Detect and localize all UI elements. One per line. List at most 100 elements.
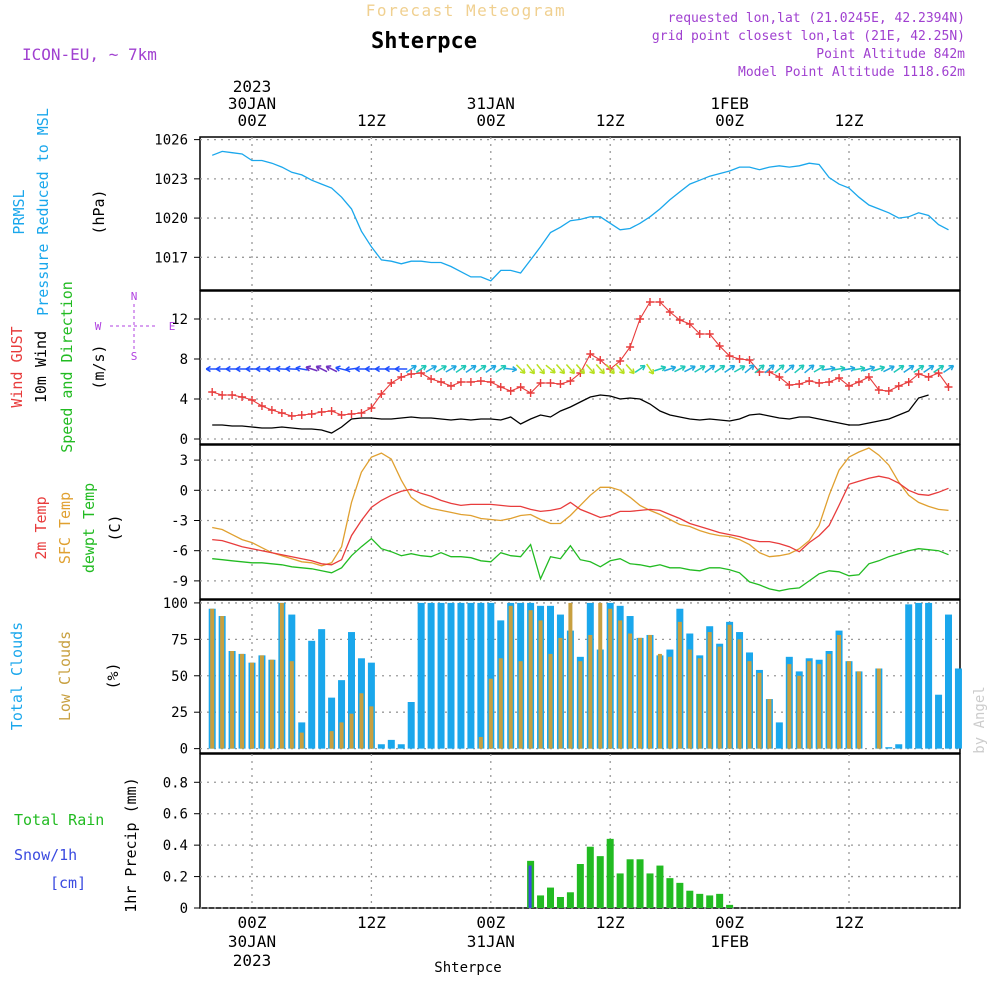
- wind-arrow: [754, 364, 765, 374]
- low-cloud-bar: [359, 693, 364, 749]
- wind-gust-marker: [257, 402, 266, 410]
- wind-gust-marker: [238, 393, 247, 401]
- wind-arrow-head: [759, 364, 765, 371]
- wind-gust-marker: [646, 298, 654, 306]
- wind-arrow-head: [500, 364, 507, 371]
- wind-arrow-head: [374, 365, 381, 373]
- wind-arrow-head: [470, 364, 477, 371]
- wind-arrow-shaft: [823, 367, 836, 371]
- wind-arrow-shaft: [435, 365, 447, 373]
- wind-arrow-head: [295, 365, 301, 372]
- low-cloud-bar: [837, 634, 842, 749]
- wind-arrow: [515, 364, 526, 374]
- wind-arrow: [883, 365, 895, 373]
- compass-e: E: [169, 320, 176, 333]
- wind-arrow: [575, 364, 586, 375]
- low-cloud-bar: [259, 655, 264, 749]
- wind-arrow-head: [365, 365, 371, 373]
- pressure-ytick-label: 1026: [154, 133, 188, 149]
- wind-arrow: [435, 365, 447, 373]
- wind-arrow-shaft: [465, 365, 477, 373]
- temp-ytick-label: 3: [180, 453, 188, 469]
- wind-arrow: [774, 364, 785, 374]
- wind-ytick-label: 4: [180, 392, 188, 408]
- wind-gust-marker: [506, 387, 515, 395]
- total-cloud-bar: [895, 744, 903, 749]
- low-cloud-bar: [598, 602, 603, 749]
- pressure-ytick-label: 1023: [154, 172, 188, 188]
- wind-arrow-head: [225, 365, 231, 373]
- total-cloud-bar: [417, 602, 425, 749]
- wind-arrow: [634, 364, 646, 373]
- wind-arrow: [295, 365, 308, 372]
- wind-arrow-shaft: [405, 365, 417, 373]
- wind-arrow-head: [660, 365, 667, 372]
- watermark: by Angel: [972, 686, 988, 753]
- wind-arrow-head: [680, 365, 686, 371]
- wind-arrow-shaft: [605, 364, 615, 374]
- wind-arrow-shaft: [804, 364, 815, 374]
- time-label-bottom: 12Z: [596, 913, 625, 932]
- panel-label: 2m Temp: [32, 496, 50, 559]
- compass-w: W: [95, 320, 102, 333]
- wind-arrow: [893, 364, 905, 373]
- wind-gust-marker: [466, 378, 475, 386]
- wind-arrow-head: [394, 365, 400, 373]
- wind-gust-marker: [486, 378, 495, 386]
- rain-bar: [666, 878, 674, 908]
- wind-gust-marker: [397, 373, 406, 381]
- total-cloud-bar: [318, 629, 326, 749]
- wind-arrow-shaft: [852, 367, 865, 371]
- panel-label: Speed and Direction: [58, 281, 76, 453]
- wind-arrow-head: [451, 365, 457, 371]
- wind-arrow-shaft: [536, 363, 545, 375]
- wind-arrow-head: [205, 365, 211, 373]
- wind-arrow: [625, 364, 635, 375]
- low-cloud-bar: [608, 608, 613, 749]
- wind-arrow-head: [729, 364, 736, 371]
- wind-arrow-shaft: [315, 365, 328, 373]
- wind-arrow-head: [869, 365, 876, 372]
- wind-gust-marker: [735, 355, 744, 363]
- wind-arrow: [923, 364, 935, 373]
- wind-arrow-shaft: [445, 365, 457, 373]
- rain-bar: [676, 882, 684, 908]
- precip-ytick-label: 0.6: [163, 807, 188, 823]
- wind-gust-marker: [705, 330, 714, 338]
- wind-arrow: [724, 364, 736, 373]
- wind-arrow-head: [908, 364, 915, 371]
- wind-arrow: [495, 364, 507, 373]
- wind-arrow-head: [819, 365, 826, 371]
- wind-arrow: [646, 363, 655, 375]
- pressure-ytick-label: 1020: [154, 211, 188, 227]
- time-label-bottom: 00Z: [476, 913, 505, 932]
- wind-arrow-shaft: [663, 366, 676, 372]
- wind-gust-marker: [665, 308, 674, 316]
- wind-gust-marker: [387, 379, 396, 387]
- wind-arrow-shaft: [674, 365, 686, 373]
- low-cloud-bar: [289, 661, 294, 749]
- wind-ytick-label: 0: [180, 432, 188, 448]
- low-cloud-bar: [230, 651, 235, 749]
- wind-arrow-shaft: [325, 365, 338, 373]
- panel-label: 10m Wind: [32, 331, 50, 403]
- rain-bar: [586, 846, 594, 908]
- wind-arrow: [605, 364, 615, 375]
- wind-arrow: [813, 365, 826, 373]
- total-cloud-bar: [447, 602, 455, 749]
- total-cloud-bar: [437, 602, 445, 749]
- wind-arrow-head: [384, 365, 390, 373]
- rain-bar: [696, 893, 704, 908]
- total-cloud-bar: [467, 602, 475, 749]
- wind-arrow-head: [619, 368, 625, 375]
- wind-arrow-shaft: [545, 364, 556, 374]
- wind-arrow-head: [640, 364, 646, 371]
- wind-gust-marker: [924, 373, 933, 381]
- panel-label: Total Clouds: [8, 622, 26, 730]
- low-cloud-bar: [339, 722, 344, 749]
- wind-arrow-head: [719, 364, 726, 371]
- precip-axis-label: 1hr Precip (mm): [122, 777, 140, 912]
